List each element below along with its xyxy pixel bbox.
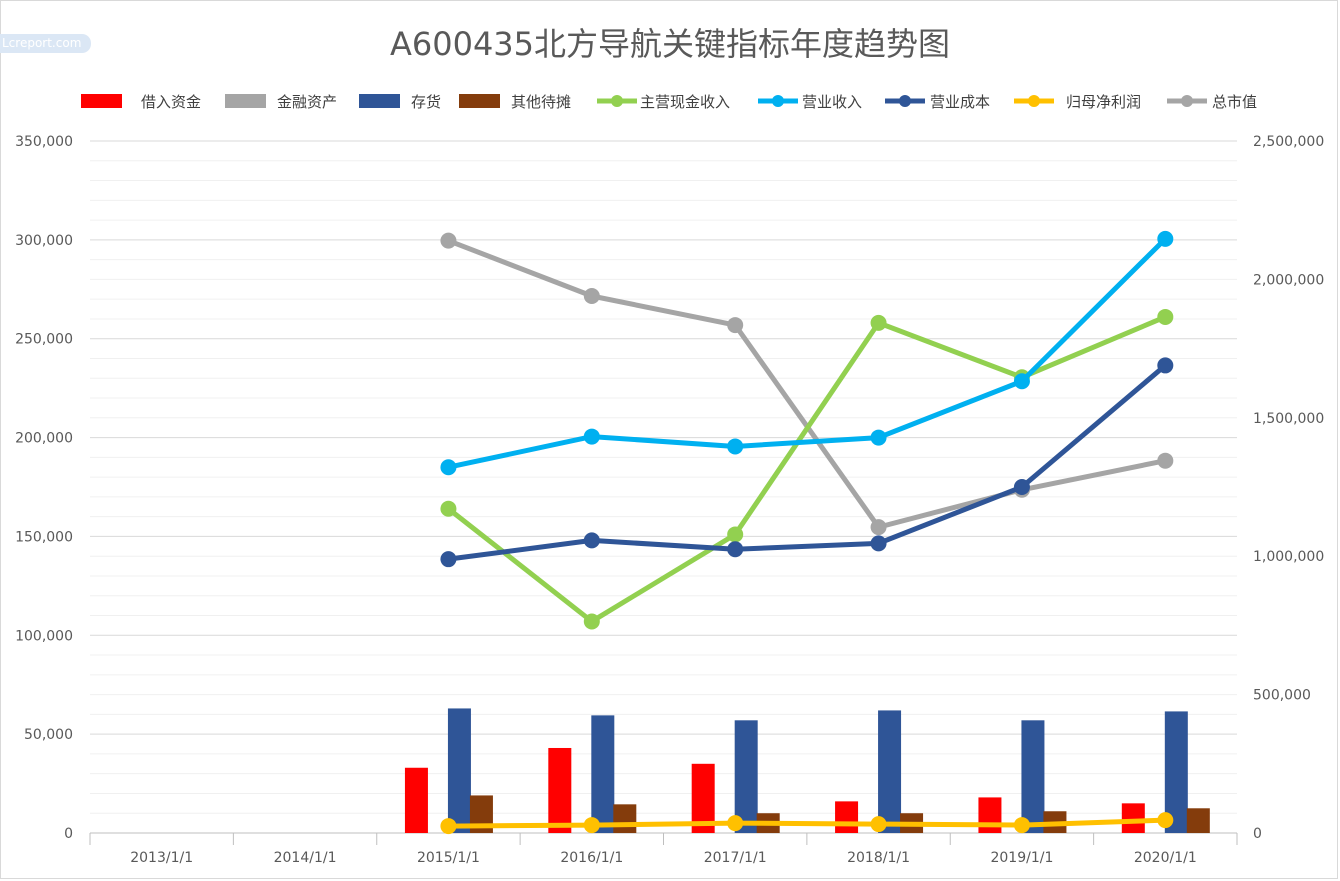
legend-label: 归母净利润 xyxy=(1066,93,1141,111)
bar xyxy=(835,801,859,833)
x-tick-label: 2018/1/1 xyxy=(847,850,910,866)
legend-label: 营业收入 xyxy=(802,93,862,111)
data-point xyxy=(870,535,887,552)
data-point xyxy=(583,532,600,549)
legend-swatch-marker xyxy=(1028,95,1040,107)
data-point xyxy=(440,551,457,568)
bar xyxy=(591,715,615,833)
legend-label: 存货 xyxy=(411,93,441,111)
legend-label: 其他待摊 xyxy=(511,93,571,111)
legend: 借入资金 金融资产 存货 其他待摊 主营现金收入 营业收入 营业成本 归母净利润 总市值 xyxy=(81,93,1257,111)
data-point xyxy=(440,500,457,517)
watermark-badge: Lcreport.com xyxy=(0,34,92,53)
series-line xyxy=(445,362,1168,562)
data-point xyxy=(727,541,744,558)
legend-label: 主营现金收入 xyxy=(640,93,730,111)
x-tick-label: 2017/1/1 xyxy=(704,850,767,866)
left-tick-label: 250,000 xyxy=(15,332,73,348)
data-point xyxy=(1157,308,1174,325)
x-axis: 2013/1/1 2014/1/1 2015/1/1 2016/1/1 2017/1/1… xyxy=(89,833,1238,866)
data-point xyxy=(1013,373,1030,390)
bar xyxy=(1186,808,1210,833)
series-line xyxy=(445,236,1168,470)
bar xyxy=(447,708,471,833)
series-line xyxy=(445,314,1168,624)
x-tick-label: 2014/1/1 xyxy=(274,850,337,866)
data-point xyxy=(1157,357,1174,374)
data-point xyxy=(1157,230,1174,247)
data-point xyxy=(440,459,457,476)
legend-swatch xyxy=(359,94,400,108)
bar xyxy=(978,797,1002,833)
data-point xyxy=(583,428,600,445)
x-tick-label: 2013/1/1 xyxy=(130,850,193,866)
chart-title: A600435北方导航关键指标年度趋势图 xyxy=(390,25,950,63)
bar xyxy=(1121,803,1145,833)
legend-swatch xyxy=(81,94,122,108)
right-tick-label: 0 xyxy=(1253,826,1262,842)
data-point xyxy=(583,613,600,630)
x-tick-label: 2020/1/1 xyxy=(1134,850,1197,866)
legend-swatch-marker xyxy=(772,95,784,107)
legend-swatch xyxy=(225,94,266,108)
right-tick-label: 1,500,000 xyxy=(1253,411,1324,427)
x-tick-label: 2016/1/1 xyxy=(560,850,623,866)
data-point xyxy=(440,232,457,249)
gridlines xyxy=(90,140,1237,834)
data-point xyxy=(870,519,887,536)
bar xyxy=(1021,720,1045,833)
legend-swatch-marker xyxy=(899,95,911,107)
legend-swatch-marker xyxy=(611,95,623,107)
left-tick-label: 300,000 xyxy=(15,233,73,249)
bar xyxy=(404,767,428,833)
bar xyxy=(734,720,758,833)
right-tick-label: 500,000 xyxy=(1253,688,1311,704)
legend-swatch xyxy=(459,94,500,108)
data-point xyxy=(870,816,887,833)
left-tick-label: 150,000 xyxy=(15,529,73,545)
data-point xyxy=(1013,817,1030,834)
bar-series xyxy=(404,708,1210,833)
right-axis: 0 500,000 1,000,000 1,500,000 2,000,000 2,500… xyxy=(1253,134,1324,842)
bar xyxy=(613,804,637,833)
data-point xyxy=(440,818,457,835)
bar xyxy=(548,747,572,833)
bar xyxy=(878,710,902,833)
x-tick-label: 2015/1/1 xyxy=(417,850,480,866)
right-tick-label: 1,000,000 xyxy=(1253,549,1324,565)
legend-label: 金融资产 xyxy=(277,93,337,111)
data-point xyxy=(870,314,887,331)
data-point xyxy=(727,317,744,334)
right-tick-label: 2,000,000 xyxy=(1253,272,1324,288)
series-line xyxy=(445,817,1168,829)
left-tick-label: 200,000 xyxy=(15,431,73,447)
data-point xyxy=(1013,479,1030,495)
legend-label: 总市值 xyxy=(1212,93,1257,111)
line-series xyxy=(440,230,1174,835)
left-tick-label: 350,000 xyxy=(15,134,73,150)
legend-label: 借入资金 xyxy=(141,93,201,111)
data-point xyxy=(583,817,600,834)
data-point xyxy=(727,438,744,455)
data-point xyxy=(870,429,887,446)
data-point xyxy=(1157,452,1174,469)
legend-label: 营业成本 xyxy=(930,93,990,111)
data-point xyxy=(1157,812,1174,829)
series-line xyxy=(445,238,1168,530)
left-tick-label: 100,000 xyxy=(15,628,73,644)
right-tick-label: 2,500,000 xyxy=(1253,134,1324,150)
data-point xyxy=(727,526,744,543)
data-point xyxy=(583,288,600,305)
left-tick-label: 0 xyxy=(64,826,73,842)
bar xyxy=(1164,711,1188,833)
bar xyxy=(691,763,715,833)
left-tick-label: 50,000 xyxy=(24,727,73,743)
left-axis: 0 50,000 100,000 150,000 200,000 250,000 300,0… xyxy=(15,134,73,842)
legend-swatch-marker xyxy=(1181,95,1193,107)
data-point xyxy=(727,815,744,832)
x-tick-label: 2019/1/1 xyxy=(990,850,1053,866)
